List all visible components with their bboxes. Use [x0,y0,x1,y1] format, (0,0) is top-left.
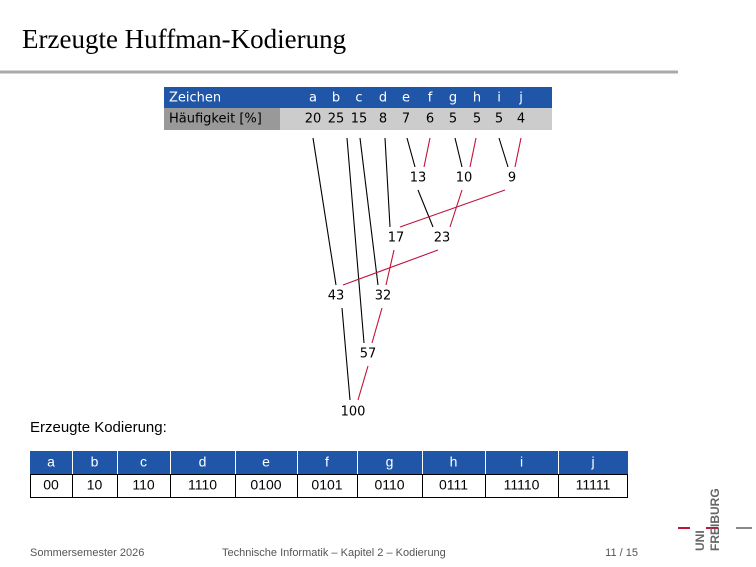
symbol: c [355,91,362,106]
slide-title: Erzeugte Huffman-Kodierung [22,24,346,54]
code-symbol: i [520,454,523,470]
tree-edges [312,137,522,401]
code-value: 0100 [250,477,281,493]
code-symbol: e [262,454,270,470]
code-value: 110 [132,477,155,493]
edge [357,365,369,401]
code-header-bg [30,451,628,474]
tree-node: 10 [456,171,473,186]
edge [312,137,337,286]
frequency: 20 [305,112,322,127]
code-value: 0111 [439,477,468,493]
edge [514,137,522,168]
edge [449,189,463,228]
edge [359,137,379,286]
edge [341,307,351,401]
symbol: i [497,91,501,106]
edge [399,189,506,228]
frequency: 5 [449,112,457,127]
edge [406,137,416,168]
symbol: a [309,91,317,106]
frequency: 5 [473,112,481,127]
tree-node: 17 [388,231,405,246]
code-heading: Erzeugte Kodierung: [30,419,167,436]
code-symbol: g [386,454,394,470]
logo-text: FREIBURG [708,488,722,551]
edge [417,189,434,228]
code-value: 0101 [311,477,342,493]
tree-node: 43 [328,289,345,304]
code-value: 00 [43,477,59,493]
symbol: d [379,91,387,106]
footer-left: Sommersemester 2026 [30,547,144,559]
code-symbol: h [450,454,458,470]
code-value: 11110 [504,477,540,493]
code-symbol: d [199,454,207,470]
edge [469,137,477,168]
logo-text: UNI [693,530,707,551]
code-value: 11111 [576,477,611,493]
code-symbol: f [325,454,329,470]
edge [423,137,431,168]
symbol: f [428,91,433,106]
frequency: 25 [328,112,345,127]
tree-node: 9 [508,171,516,186]
edge [498,137,509,168]
tree-node: 100 [341,405,366,420]
frequency: 15 [351,112,368,127]
table-header-bg [164,87,552,108]
tree-node: 23 [434,231,451,246]
code-symbol: j [590,454,594,470]
code-symbol: b [91,454,99,470]
frequency: 5 [495,112,503,127]
symbol: j [518,91,523,106]
code-symbol: c [140,454,147,470]
logo: UNI FREIBURG [678,488,752,551]
code-value: 10 [87,477,103,493]
edge [454,137,463,168]
tree-node: 32 [375,289,392,304]
frequency: 6 [426,112,434,127]
footer-page: 11 / 15 [605,547,638,559]
footer-center: Technische Informatik – Kapitel 2 – Kodi… [222,547,446,559]
row-label: Zeichen [169,91,221,106]
frequency: 8 [379,112,387,127]
code-value: 1110 [188,477,217,493]
edge [371,307,383,344]
tree-node: 13 [410,171,427,186]
symbol: b [332,91,340,106]
edge [385,249,395,286]
code-symbol: a [47,454,55,470]
symbol: e [402,91,410,106]
edge [384,137,391,228]
code-value: 0110 [374,477,404,493]
symbol: h [473,91,481,106]
row-label: Häufigkeit [%] [169,112,262,127]
symbol: g [449,91,457,106]
code-row-border [30,474,628,498]
frequency: 4 [517,112,525,127]
frequency: 7 [402,112,410,127]
table-row-bg [280,108,552,130]
table-label-bg [164,108,280,130]
tree-node: 57 [360,347,377,362]
edge [346,137,365,344]
